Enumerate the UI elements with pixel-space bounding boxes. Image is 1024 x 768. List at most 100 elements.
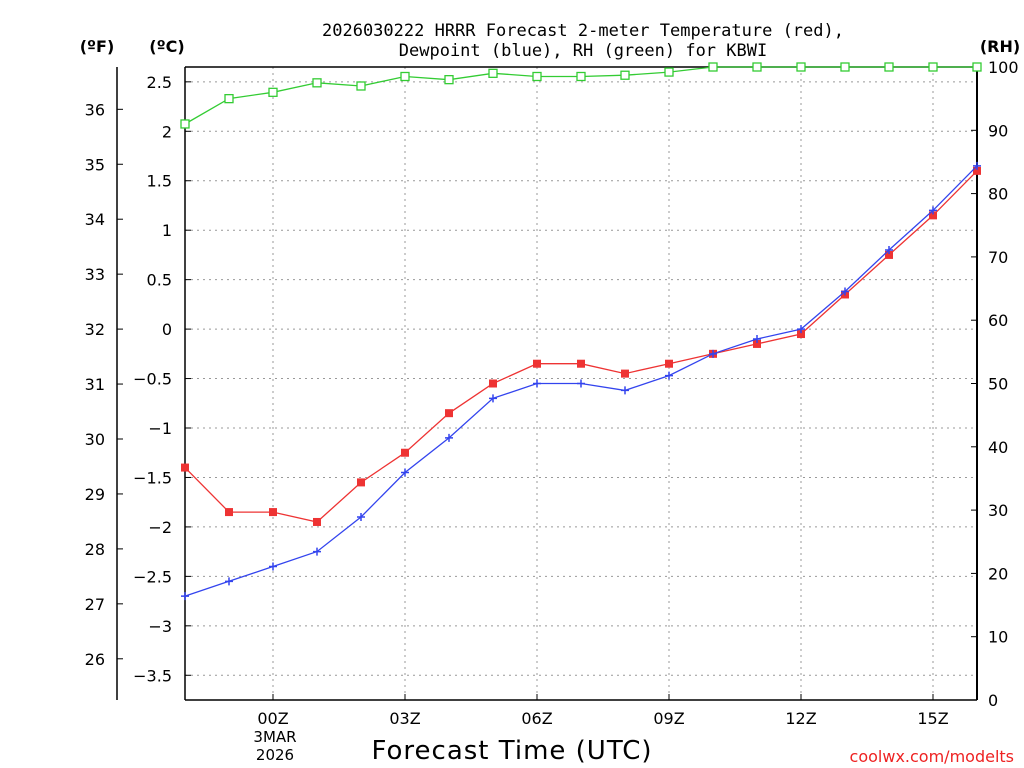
temperature-point — [885, 250, 893, 259]
x-axis-title: Forecast Time (UTC) — [371, 736, 652, 766]
date-label-day: 3MAR — [253, 728, 296, 746]
rh-point — [884, 62, 894, 72]
temperature-point — [929, 211, 937, 220]
rh-point — [444, 75, 454, 85]
celsius-tick-label: −1.5 — [133, 468, 172, 487]
fahrenheit-tick-label: 26 — [85, 650, 105, 669]
tick-labels: −3.5 −3 −2.5 −2 −1.5 −1 −0.5 0 0.5 1 1.5 2 2.5 26 27 28… — [85, 58, 1019, 728]
rh-point — [312, 78, 322, 88]
dewpoint-point — [753, 334, 761, 343]
credit-text: coolwx.com/modelts — [850, 747, 1014, 766]
celsius-tick-label: 1 — [162, 221, 172, 240]
rh-point — [752, 62, 762, 72]
dewpoint-point — [225, 577, 233, 586]
fahrenheit-tick-label: 28 — [85, 540, 105, 559]
dewpoint-point — [357, 513, 365, 522]
rh-tick-label: 20 — [988, 564, 1008, 583]
dewpoint-series — [181, 161, 981, 601]
temperature-point — [401, 448, 409, 457]
x-tick-label: 15Z — [917, 709, 948, 728]
temperature-point — [973, 166, 981, 175]
dewpoint-point — [489, 394, 497, 403]
rh-tick-label: 40 — [988, 438, 1008, 457]
rh-point — [576, 71, 586, 82]
fahrenheit-tick-label: 34 — [85, 210, 105, 229]
fahrenheit-tick-label: 29 — [85, 485, 105, 504]
dewpoint-point — [181, 592, 189, 601]
temperature-point — [665, 359, 673, 368]
fahrenheit-tick-label: 32 — [85, 320, 105, 339]
celsius-tick-label: 0 — [162, 320, 172, 339]
fahrenheit-tick-label: 30 — [85, 430, 105, 449]
fahrenheit-unit-label: (ºF) — [80, 37, 115, 56]
temperature-point — [225, 508, 233, 517]
temperature-point — [489, 379, 497, 388]
dewpoint-point — [797, 325, 805, 334]
celsius-tick-label: 0.5 — [147, 271, 172, 290]
dewpoint-point — [621, 386, 629, 395]
dewpoint-point — [401, 468, 409, 477]
dewpoint-point — [885, 245, 893, 254]
rh-point — [488, 68, 498, 78]
rh-point — [268, 87, 278, 97]
celsius-tick-label: −3.5 — [133, 666, 172, 685]
dewpoint-point — [533, 379, 541, 388]
x-tick-label: 00Z — [257, 709, 288, 728]
celsius-tick-label: 2.5 — [147, 73, 172, 92]
date-label-year: 2026 — [256, 746, 294, 764]
temperature-point — [269, 508, 277, 517]
celsius-unit-label: (ºC) — [149, 37, 184, 56]
rh-point — [664, 67, 674, 77]
temperature-line — [184, 170, 978, 523]
temperature-point — [577, 359, 585, 368]
rh-tick-label: 100 — [988, 58, 1019, 77]
temperature-point — [313, 517, 321, 526]
rh-tick-label: 30 — [988, 501, 1008, 520]
rh-point — [796, 62, 806, 72]
rh-point — [400, 71, 410, 82]
rh-tick-label: 0 — [988, 691, 998, 710]
dewpoint-point — [269, 562, 277, 571]
x-tick-label: 06Z — [521, 709, 552, 728]
fahrenheit-tick-label: 27 — [85, 595, 105, 614]
dewpoint-point — [973, 161, 981, 170]
data-series — [180, 62, 982, 601]
celsius-tick-label: −3 — [148, 617, 172, 636]
celsius-tick-label: 2 — [162, 122, 172, 141]
dewpoint-point — [665, 371, 673, 380]
rh-point — [840, 62, 850, 72]
rh-tick-label: 80 — [988, 185, 1008, 204]
celsius-tick-label: −0.5 — [133, 370, 172, 389]
x-tick-label: 03Z — [389, 709, 420, 728]
temperature-series — [181, 166, 981, 526]
rh-point — [180, 119, 190, 129]
rh-tick-label: 10 — [988, 628, 1008, 647]
rh-point — [708, 62, 718, 72]
dewpoint-point — [313, 547, 321, 556]
rh-tick-label: 50 — [988, 375, 1008, 394]
rh-point — [620, 70, 630, 80]
fahrenheit-tick-label: 33 — [85, 265, 105, 284]
fahrenheit-tick-label: 36 — [85, 100, 105, 119]
dewpoint-point — [577, 379, 585, 388]
rh-point — [356, 81, 366, 91]
temperature-point — [181, 463, 189, 472]
temperature-point — [357, 478, 365, 487]
fahrenheit-tick-label: 31 — [85, 375, 105, 394]
rh-point — [532, 71, 542, 82]
dewpoint-point — [445, 433, 453, 442]
celsius-tick-label: 1.5 — [147, 172, 172, 191]
temperature-point — [445, 409, 453, 418]
dewpoint-point — [929, 206, 937, 215]
x-tick-label: 12Z — [785, 709, 816, 728]
temperature-point — [753, 339, 761, 348]
temperature-point — [797, 330, 805, 339]
chart-title-line-2: Dewpoint (blue), RH (green) for KBWI — [399, 41, 767, 61]
temperature-point — [621, 369, 629, 378]
grid-lines — [185, 67, 977, 700]
rh-tick-label: 70 — [988, 248, 1008, 267]
rh-tick-label: 60 — [988, 311, 1008, 330]
celsius-tick-label: −1 — [148, 419, 172, 438]
fahrenheit-tick-label: 35 — [85, 155, 105, 174]
